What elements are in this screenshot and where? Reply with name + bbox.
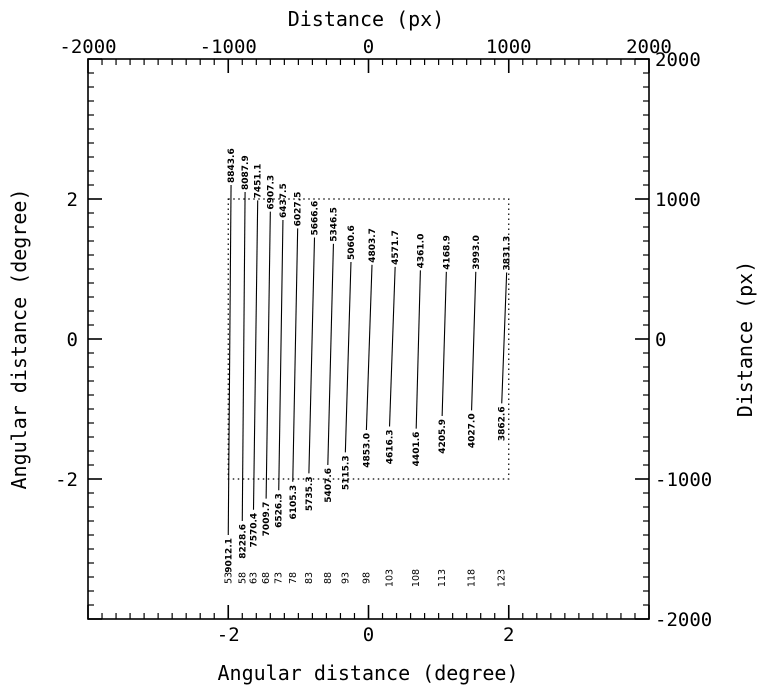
top-value-label-93: 5060.6: [347, 225, 357, 260]
x-tick-label-top-3: 1000: [486, 36, 532, 58]
series-line-63: [252, 200, 259, 510]
bottom-value-label-118: 4027.0: [468, 413, 478, 448]
top-value-label-113: 4168.9: [442, 235, 452, 270]
column-label-103: 103: [385, 569, 396, 587]
plot-frame: [87, 58, 650, 620]
bottom-value-label-103: 4616.3: [386, 430, 396, 465]
series-line-53: [227, 184, 232, 536]
bottom-value-label-98: 4853.0: [362, 433, 372, 468]
series-line-123: [501, 272, 508, 404]
series-line-58: [241, 191, 246, 522]
column-label-58: 58: [237, 572, 248, 584]
bottom-value-label-63: 7570.4: [249, 513, 259, 548]
bottom-value-label-68: 7009.7: [262, 502, 272, 537]
top-value-label-63: 7451.1: [254, 164, 264, 199]
y-axis-title-right: Distance (px): [733, 261, 757, 418]
top-value-label-83: 5666.6: [311, 201, 321, 236]
series-line-83: [308, 237, 316, 474]
series-line-113: [441, 271, 447, 417]
column-label-113: 113: [437, 569, 448, 587]
top-value-label-68: 6907.3: [266, 175, 276, 210]
y-tick-label-right-0: -2000: [655, 609, 712, 631]
bottom-value-label-73: 6526.3: [275, 493, 285, 528]
column-label-68: 68: [261, 572, 272, 584]
column-label-123: 123: [497, 569, 508, 587]
top-value-label-73: 6437.5: [279, 183, 289, 218]
series-line-108: [415, 270, 421, 429]
x-tick-label-top-2: 0: [363, 36, 374, 58]
bottom-value-label-93: 5115.3: [341, 455, 351, 490]
bottom-value-label-108: 4401.6: [412, 432, 422, 467]
bottom-value-label-113: 4205.9: [438, 419, 448, 454]
bottom-value-label-83: 5735.3: [305, 476, 315, 511]
series-line-98: [365, 264, 373, 431]
series-line-73: [278, 219, 284, 491]
column-label-78: 78: [288, 572, 299, 584]
bottom-value-label-88: 5407.6: [324, 468, 334, 503]
dotted-box: [227, 198, 510, 480]
bottom-value-label-123: 3862.6: [498, 406, 508, 441]
column-label-88: 88: [323, 572, 334, 584]
y-tick-label-left-0: -2: [55, 469, 78, 491]
series-line-88: [327, 243, 334, 466]
x-tick-label-top-1: -1000: [200, 36, 257, 58]
top-value-label-108: 4361.0: [416, 234, 426, 269]
y-tick-label-left-2: 2: [67, 189, 78, 211]
minor-ticks: [88, 59, 649, 619]
column-label-53: 53: [223, 572, 234, 584]
series-line-78: [292, 228, 299, 482]
y-tick-label-right-2: 0: [655, 329, 666, 351]
bottom-value-label-78: 6105.3: [289, 485, 299, 520]
column-label-93: 93: [340, 572, 351, 584]
y-tick-label-left-1: 0: [67, 329, 78, 351]
top-value-label-123: 3831.3: [503, 236, 513, 271]
series-line-103: [388, 266, 396, 427]
x-tick-label-top-4: 2000: [626, 36, 672, 58]
series-line-93: [344, 261, 352, 453]
y-tick-label-right-4: 2000: [655, 49, 701, 71]
x-tick-label-bottom-0: -2: [217, 624, 240, 646]
top-value-label-103: 4571.7: [391, 230, 401, 265]
major-ticks: [87, 58, 650, 620]
top-value-label-98: 4803.7: [368, 228, 378, 263]
x-axis-title-top: Distance (px): [288, 7, 445, 31]
column-label-118: 118: [467, 569, 478, 587]
top-value-label-118: 3993.0: [472, 235, 482, 270]
x-axis-title-bottom: Angular distance (degree): [217, 661, 518, 685]
x-tick-label-bottom-2: 2: [503, 624, 514, 646]
top-value-label-53: 8843.6: [227, 148, 237, 183]
bottom-value-label-53: 9012.1: [224, 538, 234, 573]
y-axis-title-left: Angular distance (degree): [7, 188, 31, 489]
y-tick-label-right-1: -1000: [655, 469, 712, 491]
x-tick-label-bottom-1: 0: [363, 624, 374, 646]
series-layer: 8843.6 9012.153 8087.9 8228.6 58 7451.1 7570.4…: [223, 148, 512, 587]
y-tick-label-right-3: 1000: [655, 189, 701, 211]
top-value-label-78: 6027.5: [294, 192, 304, 227]
column-label-98: 98: [361, 572, 372, 584]
column-label-108: 108: [411, 569, 422, 587]
bottom-value-label-58: 8228.6: [238, 524, 248, 559]
top-value-label-58: 8087.9: [241, 155, 251, 190]
series-line-118: [471, 271, 477, 411]
column-label-73: 73: [274, 572, 285, 584]
series-line-68: [265, 211, 271, 499]
top-value-label-88: 5346.5: [329, 207, 339, 242]
x-tick-label-top-0: -2000: [59, 36, 116, 58]
column-label-63: 63: [248, 572, 259, 584]
column-label-83: 83: [304, 572, 315, 584]
